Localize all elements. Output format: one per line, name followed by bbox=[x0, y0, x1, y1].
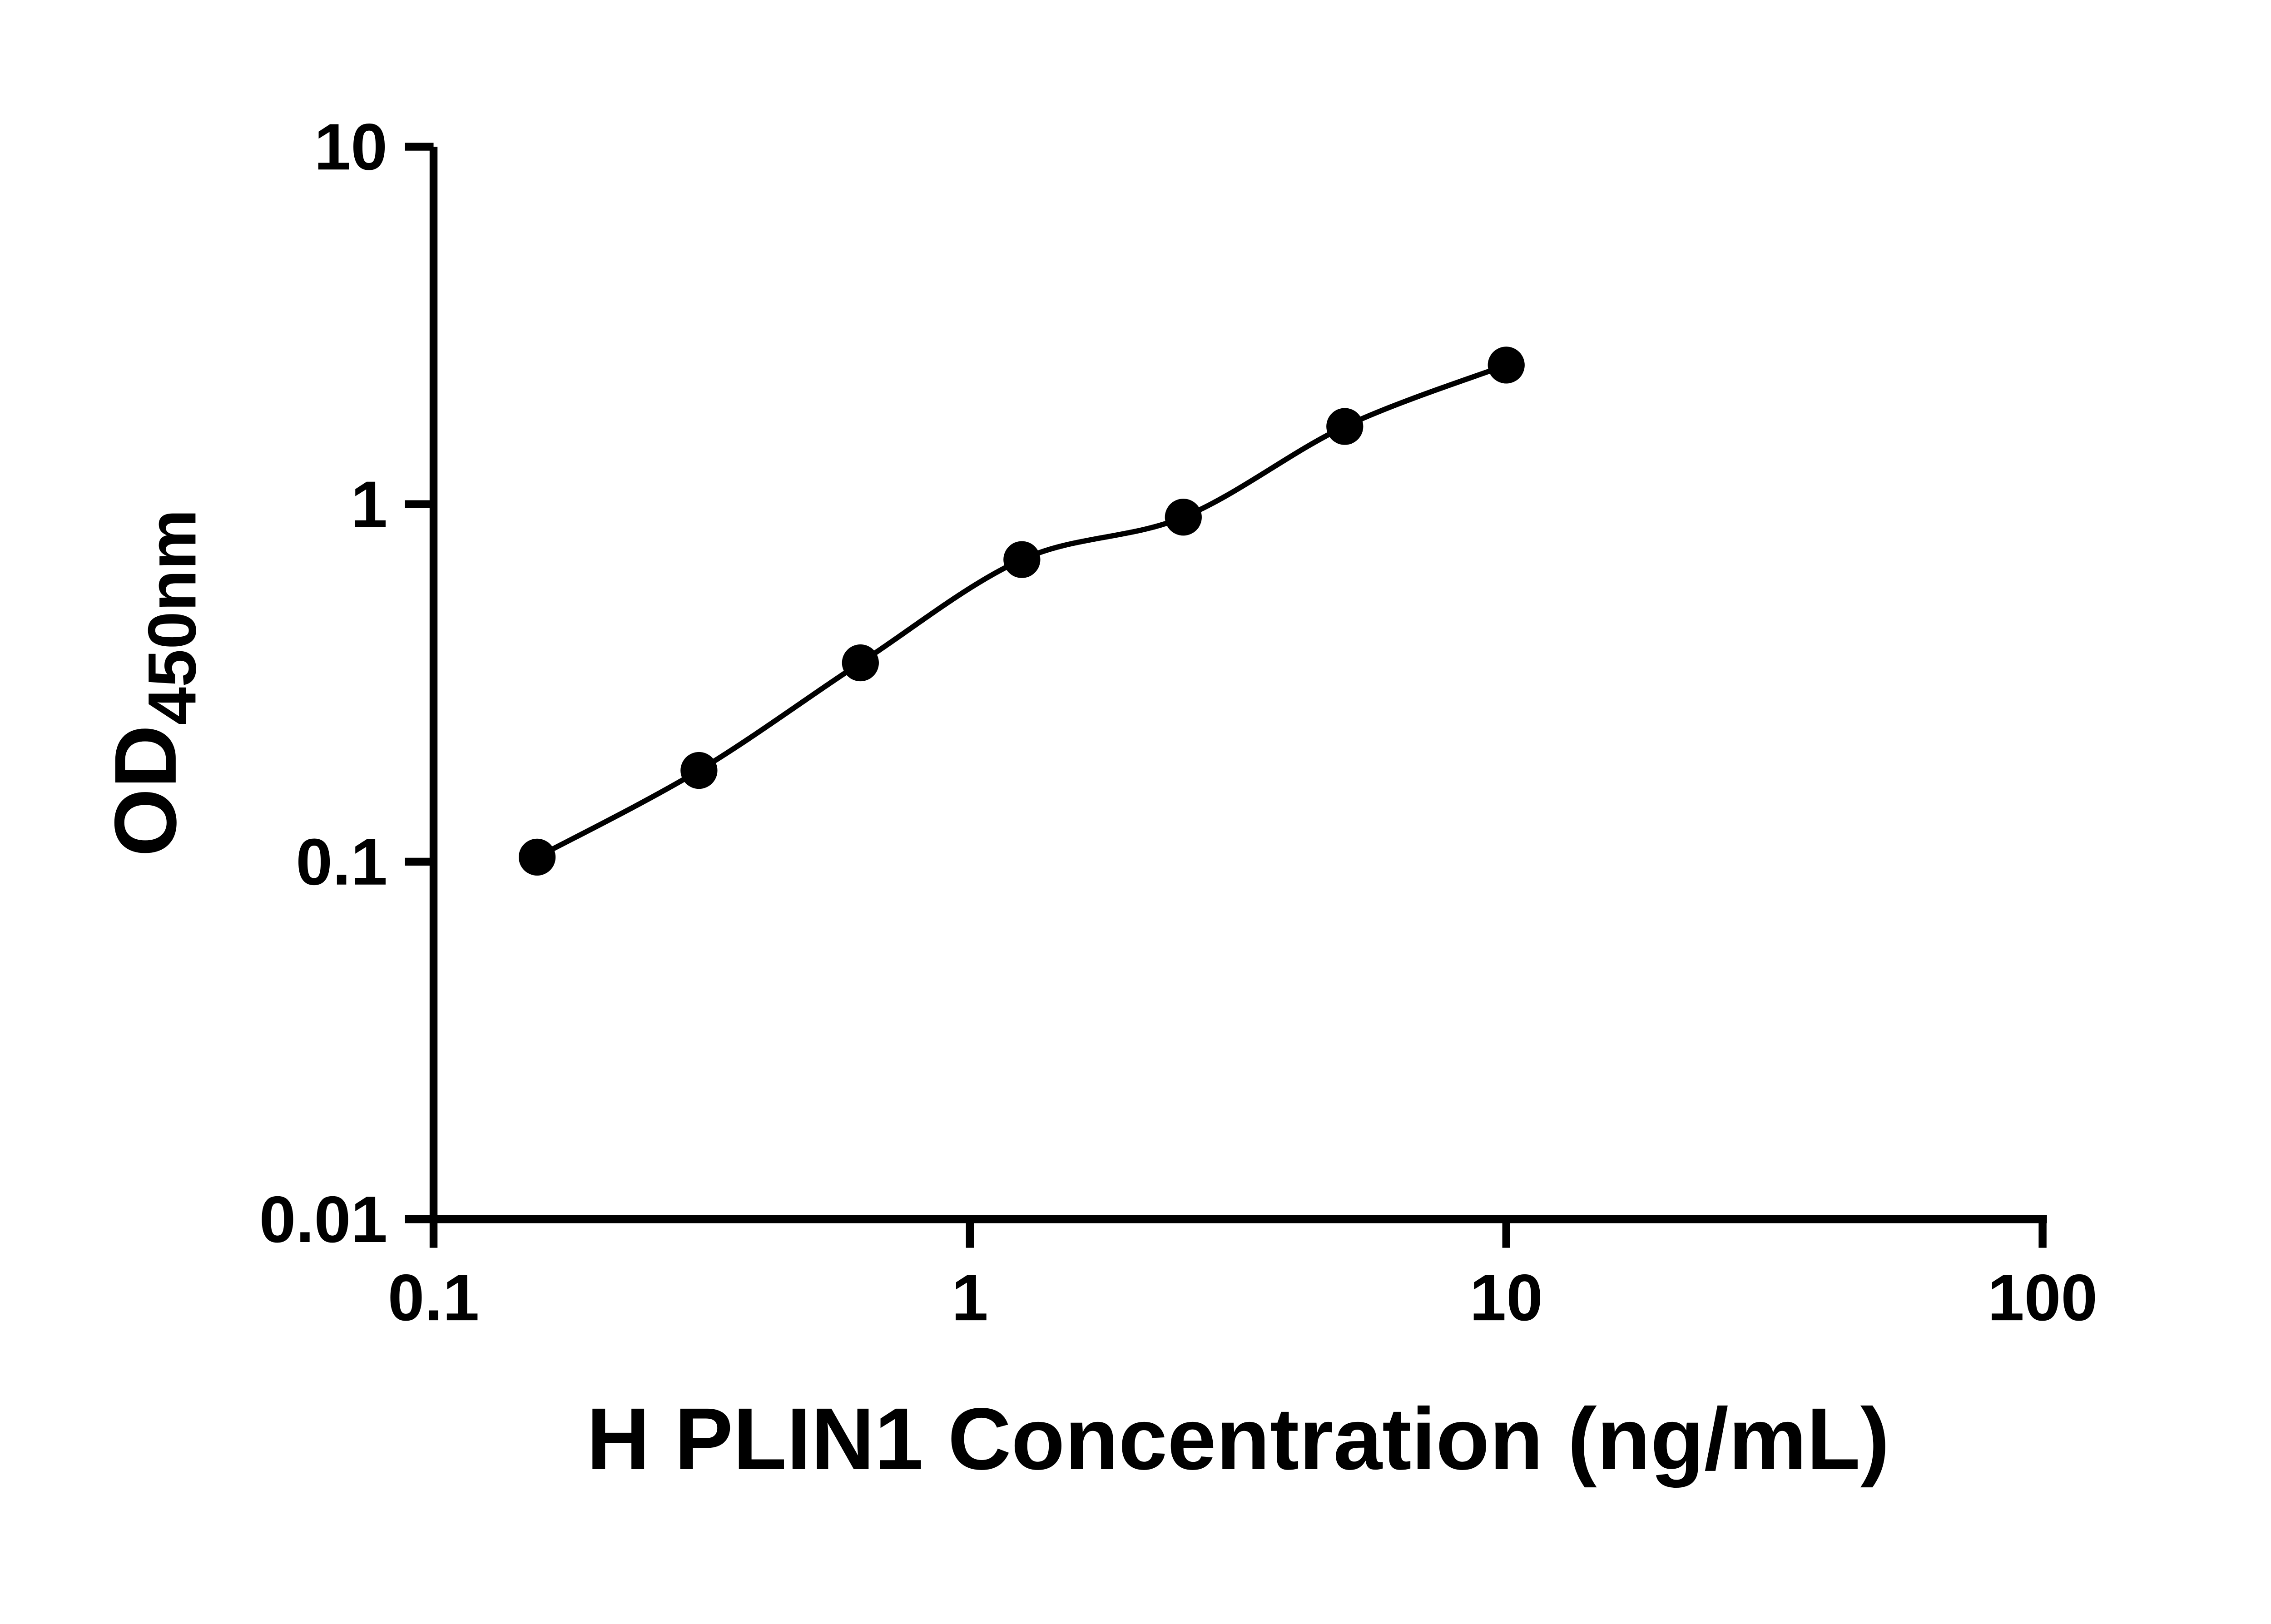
x-axis-title: H PLIN1 Concentration (ng/mL) bbox=[586, 1390, 1889, 1488]
data-point bbox=[842, 644, 879, 682]
y-tick-label: 0.01 bbox=[259, 1183, 387, 1256]
data-point bbox=[518, 838, 556, 876]
fit-curve bbox=[536, 362, 1507, 860]
y-tick-label: 10 bbox=[314, 110, 387, 183]
x-tick-label: 1 bbox=[952, 1261, 988, 1334]
y-axis-title-subscript: 450nm bbox=[134, 509, 210, 725]
data-point bbox=[1165, 499, 1202, 536]
axes-frame bbox=[429, 147, 2047, 1223]
y-tick-label: 1 bbox=[351, 468, 387, 541]
data-point bbox=[680, 752, 718, 789]
x-tick-label: 100 bbox=[1988, 1261, 2097, 1334]
data-point bbox=[1003, 541, 1041, 578]
data-point bbox=[1326, 408, 1364, 445]
y-tick-label: 0.1 bbox=[296, 825, 387, 899]
data-point bbox=[1488, 347, 1525, 384]
x-tick-label: 0.1 bbox=[388, 1261, 480, 1334]
y-axis-title: OD450nm bbox=[96, 509, 210, 857]
y-axis-title-main: OD bbox=[96, 725, 194, 857]
x-tick-label: 10 bbox=[1470, 1261, 1543, 1334]
elisa-standard-curve-figure: 0.01 0.1 1 10 0.1 1 10 100 H PLIN1 Concentration… bbox=[96, 110, 2098, 1488]
